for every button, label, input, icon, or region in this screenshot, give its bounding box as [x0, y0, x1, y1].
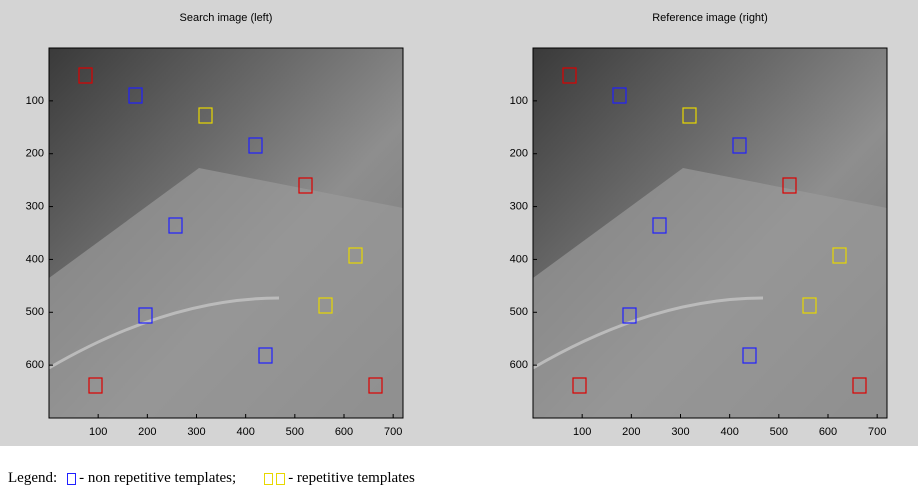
- y-tick-label: 500: [26, 306, 44, 318]
- x-tick-label: 400: [236, 426, 254, 438]
- x-tick-label: 100: [573, 426, 591, 438]
- panel-title: Search image (left): [180, 12, 273, 24]
- legend-swatch: [276, 473, 285, 485]
- x-tick-label: 500: [770, 426, 788, 438]
- legend-swatch: [67, 473, 76, 485]
- panel-title: Reference image (right): [652, 12, 768, 24]
- x-tick-label: 200: [622, 426, 640, 438]
- legend-item: - non repetitive templates;: [67, 470, 236, 487]
- page: {"figure": {"panels": [ {"title": "Searc…: [0, 0, 918, 492]
- x-tick-label: 100: [89, 426, 107, 438]
- y-tick-label: 300: [26, 200, 44, 212]
- x-tick-label: 600: [819, 426, 837, 438]
- y-tick-label: 200: [510, 148, 528, 160]
- y-tick-label: 300: [510, 200, 528, 212]
- y-tick-label: 100: [26, 95, 44, 107]
- x-tick-label: 500: [286, 426, 304, 438]
- x-tick-label: 300: [671, 426, 689, 438]
- x-tick-label: 400: [720, 426, 738, 438]
- y-tick-label: 200: [26, 148, 44, 160]
- x-tick-label: 600: [335, 426, 353, 438]
- y-tick-label: 400: [510, 253, 528, 265]
- y-tick-label: 400: [26, 253, 44, 265]
- legend-text: - non repetitive templates;: [79, 470, 236, 487]
- legend-item: - repetitive templates: [264, 470, 415, 487]
- y-tick-label: 600: [26, 359, 44, 371]
- y-tick-label: 500: [510, 306, 528, 318]
- legend-text: - repetitive templates: [288, 470, 415, 487]
- x-tick-label: 700: [868, 426, 886, 438]
- legend: Legend: - non repetitive templates; - rep…: [8, 470, 415, 487]
- x-tick-label: 700: [384, 426, 402, 438]
- figure: Search image (left) 100 200 300 400 500 600 700…: [0, 0, 918, 446]
- y-tick-label: 100: [510, 95, 528, 107]
- x-tick-label: 300: [187, 426, 205, 438]
- y-tick-label: 600: [510, 359, 528, 371]
- x-tick-label: 200: [138, 426, 156, 438]
- legend-label: Legend:: [8, 470, 57, 487]
- legend-swatch: [264, 473, 273, 485]
